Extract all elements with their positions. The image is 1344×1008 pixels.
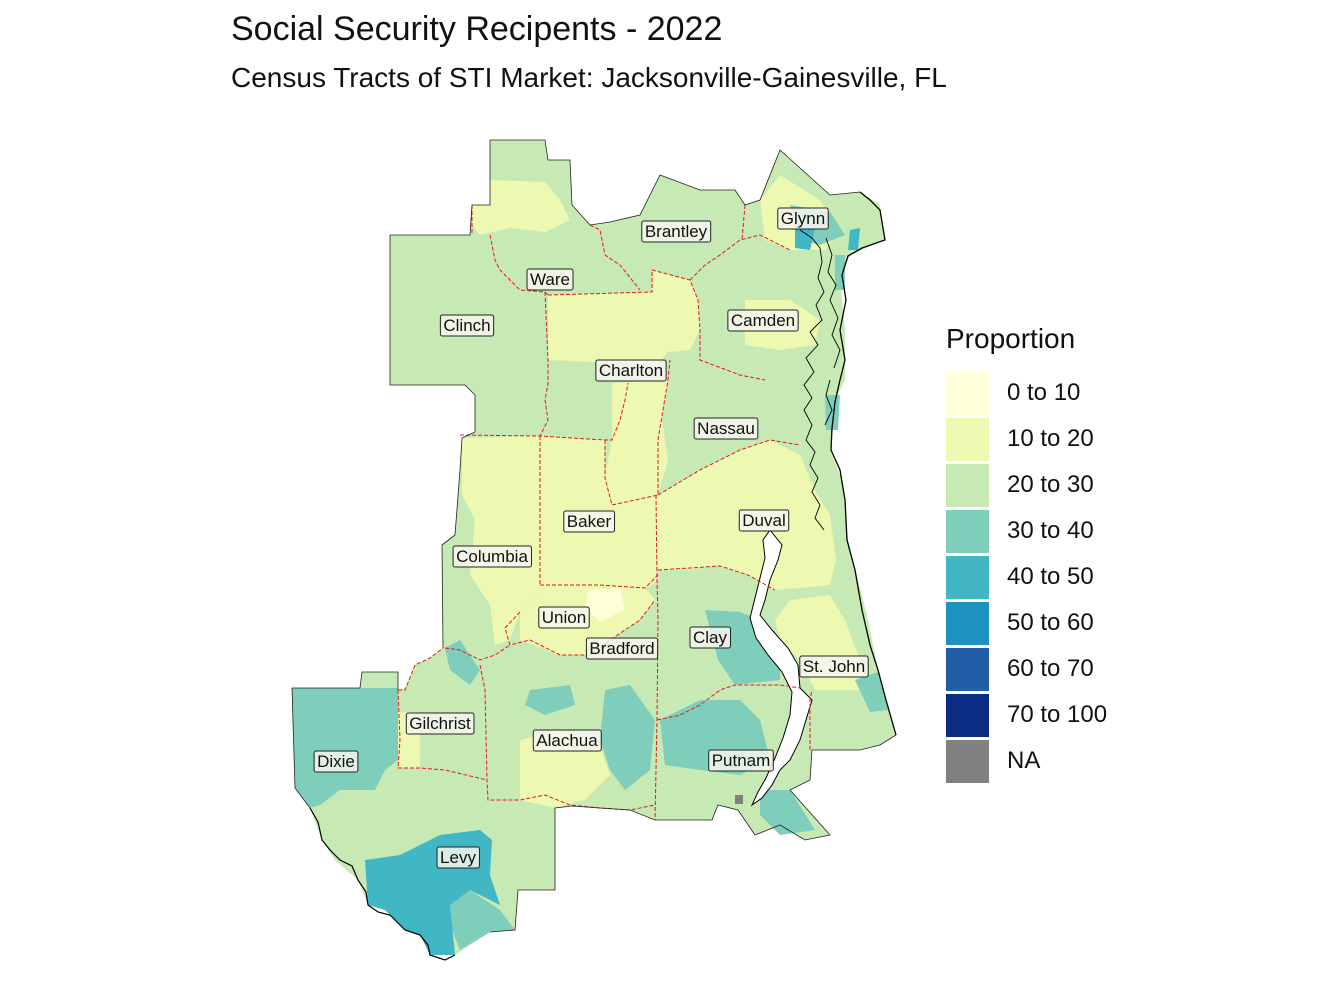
legend-title: Proportion xyxy=(946,323,1076,354)
legend-label: 0 to 10 xyxy=(1007,379,1081,406)
tract-na xyxy=(735,795,743,804)
county-label-st-john: St. John xyxy=(799,655,869,678)
legend-label: 50 to 60 xyxy=(1007,609,1094,636)
tract-group-glynn-40-50 xyxy=(795,225,860,250)
svg-text:Putnam: Putnam xyxy=(712,751,771,770)
legend-label: 10 to 20 xyxy=(1007,425,1094,452)
svg-text:Baker: Baker xyxy=(567,512,612,531)
svg-text:Ware: Ware xyxy=(530,270,570,289)
county-label-clinch: Clinch xyxy=(439,314,495,337)
tract-group-putnam-south-30-40 xyxy=(760,790,815,835)
tract-group-charlton-south-10-20 xyxy=(605,380,668,505)
legend-item: 40 to 50 xyxy=(946,554,1107,600)
tract-group-central-10-20 xyxy=(462,436,658,645)
legend-swatch xyxy=(946,555,989,599)
county-label-putnam: Putnam xyxy=(708,749,774,772)
marsh-coast xyxy=(799,229,841,531)
tract-group-levy-30-40 xyxy=(440,890,515,950)
tract-group-10-20-north xyxy=(472,180,570,235)
county-label-charlton: Charlton xyxy=(595,359,667,382)
legend-item: 10 to 20 xyxy=(946,416,1107,462)
tract-group-alachua-30-40 xyxy=(600,685,655,790)
legend-swatch xyxy=(946,463,989,507)
legend-item: 50 to 60 xyxy=(946,600,1107,646)
county-label-duval: Duval xyxy=(738,509,790,532)
legend-label: 20 to 30 xyxy=(1007,471,1094,498)
county-label-glynn: Glynn xyxy=(777,207,829,230)
svg-text:Nassau: Nassau xyxy=(697,419,755,438)
svg-text:Duval: Duval xyxy=(742,511,785,530)
svg-text:Clay: Clay xyxy=(693,628,728,647)
gulf-coast xyxy=(309,807,456,961)
legend-swatch xyxy=(946,371,989,415)
legend-label: NA xyxy=(1007,747,1041,774)
county-label-gilchrist: Gilchrist xyxy=(405,712,475,735)
legend-item: 60 to 70 xyxy=(946,646,1107,692)
legend-swatch xyxy=(946,739,989,783)
svg-text:Columbia: Columbia xyxy=(456,547,528,566)
legend: 0 to 10 10 to 20 20 to 30 30 to 40 40 to 50 5… xyxy=(946,370,1107,784)
tract-group-alachua-west-30-40 xyxy=(525,685,575,715)
svg-text:Glynn: Glynn xyxy=(781,209,825,228)
county-label-columbia: Columbia xyxy=(452,545,532,568)
county-label-brantley: Brantley xyxy=(641,220,712,243)
svg-text:Gilchrist: Gilchrist xyxy=(409,714,471,733)
legend-swatch xyxy=(946,417,989,461)
svg-text:Clinch: Clinch xyxy=(443,316,490,335)
tract-group-charlton-10-20 xyxy=(548,270,700,365)
svg-text:St. John: St. John xyxy=(803,657,865,676)
legend-item: NA xyxy=(946,738,1107,784)
svg-text:Union: Union xyxy=(542,608,586,627)
svg-text:Dixie: Dixie xyxy=(317,752,355,771)
svg-text:Charlton: Charlton xyxy=(599,361,663,380)
svg-text:Alachua: Alachua xyxy=(536,731,598,750)
legend-label: 60 to 70 xyxy=(1007,655,1094,682)
county-label-ware: Ware xyxy=(526,268,574,291)
river-st-johns xyxy=(749,529,813,807)
county-label-clay: Clay xyxy=(689,626,732,649)
svg-text:Camden: Camden xyxy=(731,311,795,330)
legend-item: 30 to 40 xyxy=(946,508,1107,554)
legend-item: 0 to 10 xyxy=(946,370,1107,416)
svg-text:Brantley: Brantley xyxy=(645,222,708,241)
county-label-dixie: Dixie xyxy=(313,750,359,773)
legend-label: 40 to 50 xyxy=(1007,563,1094,590)
tract-group-coastal-30-40 xyxy=(790,205,845,430)
legend-label: 70 to 100 xyxy=(1007,701,1108,728)
tract-group-columbia-30-40 xyxy=(445,640,480,685)
county-label-union: Union xyxy=(538,606,590,629)
tract-group-dixie-30-40 xyxy=(292,688,398,808)
legend-label: 30 to 40 xyxy=(1007,517,1094,544)
svg-text:Bradford: Bradford xyxy=(589,639,654,658)
map-title: Social Security Recipents - 2022 xyxy=(231,10,723,48)
county-label-baker: Baker xyxy=(563,510,616,533)
map-subtitle: Census Tracts of STI Market: Jacksonvill… xyxy=(231,62,947,93)
legend-item: 70 to 100 xyxy=(946,692,1107,738)
legend-swatch xyxy=(946,693,989,737)
county-label-bradford: Bradford xyxy=(585,637,659,660)
county-labels: Glynn Brantley Ware Clinch Camden Charlton Nas… xyxy=(313,207,869,869)
county-label-camden: Camden xyxy=(727,309,799,332)
coastline xyxy=(830,191,897,736)
tract-group-0-10 xyxy=(585,588,625,622)
county-label-nassau: Nassau xyxy=(693,417,759,440)
legend-swatch xyxy=(946,509,989,553)
legend-swatch xyxy=(946,647,989,691)
legend-swatch xyxy=(946,601,989,645)
county-label-alachua: Alachua xyxy=(532,729,602,752)
tract-group-stjohns-30-40 xyxy=(855,672,888,712)
market-outline xyxy=(291,139,897,933)
svg-text:Levy: Levy xyxy=(440,848,476,867)
legend-item: 20 to 30 xyxy=(946,462,1107,508)
county-label-levy: Levy xyxy=(436,846,480,869)
